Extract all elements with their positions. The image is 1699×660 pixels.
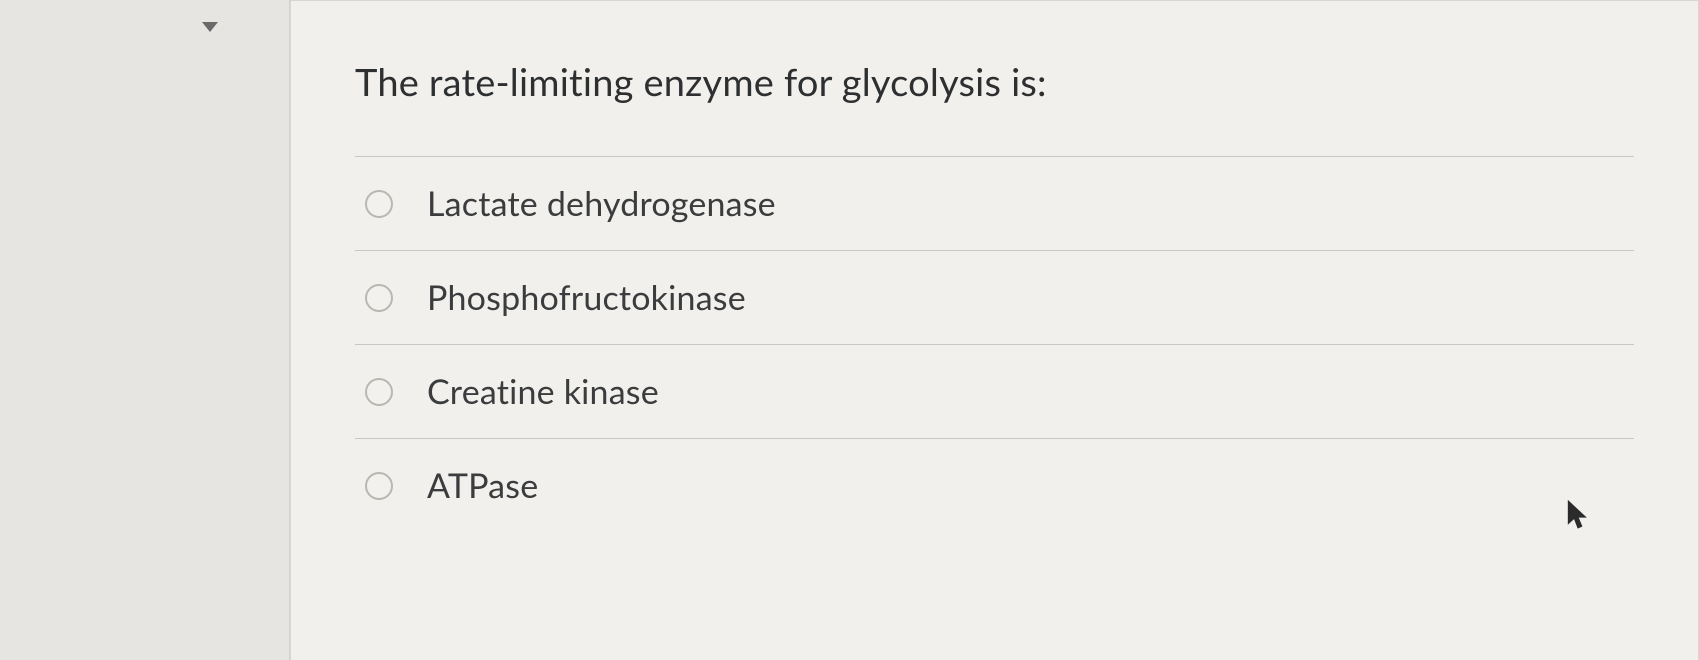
option-row-0[interactable]: Lactate dehydrogenase — [355, 157, 1634, 251]
radio-icon[interactable] — [365, 284, 393, 312]
options-list: Lactate dehydrogenase Phosphofructokinas… — [355, 156, 1634, 532]
option-label: Creatine kinase — [427, 371, 659, 412]
option-row-3[interactable]: ATPase — [355, 439, 1634, 532]
option-label: Phosphofructokinase — [427, 277, 746, 318]
chevron-down-icon — [202, 22, 218, 32]
radio-icon[interactable] — [365, 472, 393, 500]
option-label: Lactate dehydrogenase — [427, 183, 776, 224]
left-gutter — [0, 0, 290, 660]
option-row-2[interactable]: Creatine kinase — [355, 345, 1634, 439]
option-row-1[interactable]: Phosphofructokinase — [355, 251, 1634, 345]
page: The rate-limiting enzyme for glycolysis … — [0, 0, 1699, 660]
option-label: ATPase — [427, 465, 538, 506]
question-prompt: The rate-limiting enzyme for glycolysis … — [355, 57, 1634, 108]
radio-icon[interactable] — [365, 378, 393, 406]
question-card: The rate-limiting enzyme for glycolysis … — [290, 0, 1699, 660]
radio-icon[interactable] — [365, 190, 393, 218]
